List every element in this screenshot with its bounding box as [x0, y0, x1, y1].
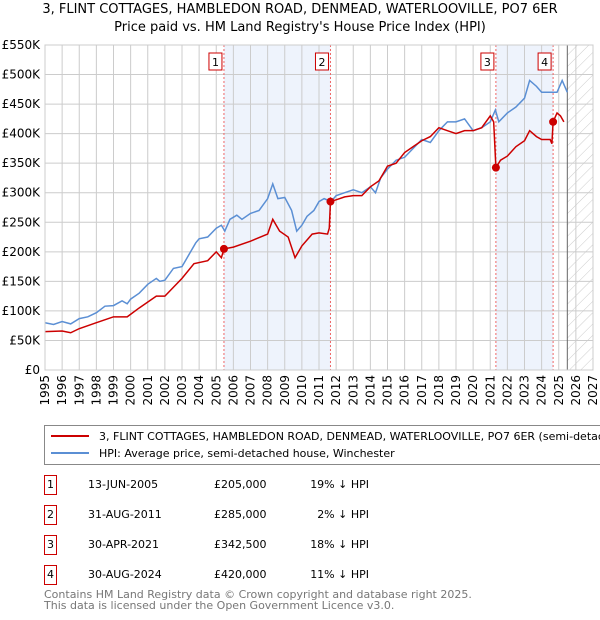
x-tick-label: 2021: [483, 375, 497, 406]
y-tick-label: £0: [25, 363, 40, 377]
sale-label: 2: [318, 56, 325, 69]
legend-swatch-blue: [51, 452, 89, 454]
x-tick-label: 1995: [38, 375, 52, 406]
x-tick-label: 2007: [244, 375, 258, 406]
sale-point: [219, 244, 228, 253]
x-tick-label: 2020: [466, 375, 480, 406]
x-tick-label: 1996: [55, 375, 69, 406]
sale-label-box: [537, 52, 552, 71]
sale-price: £420,000: [214, 568, 267, 581]
sale-label-box: [480, 52, 495, 71]
x-tick-label: 1999: [107, 375, 121, 406]
footer-line: This data is licensed under the Open Gov…: [44, 599, 395, 612]
sale-point: [491, 163, 500, 172]
y-tick-label: £300K: [2, 186, 42, 200]
x-tick-label: 2022: [500, 375, 514, 406]
forecast-hatch: [567, 45, 593, 370]
x-tick-label: 1998: [89, 375, 103, 406]
x-tick-label: 2005: [209, 375, 223, 406]
sale-label: 3: [484, 56, 491, 69]
x-tick-label: 2004: [192, 375, 206, 406]
sale-label-box: [314, 52, 329, 71]
sale-marker-badge: 4: [44, 565, 57, 585]
legend-item-hpi: HPI: Average price, semi-detached house,…: [51, 445, 395, 461]
footer: Contains HM Land Registry data © Crown c…: [44, 589, 472, 611]
x-tick-label: 2014: [363, 375, 377, 406]
sale-price: £205,000: [214, 478, 267, 491]
x-tick-label: 2017: [415, 375, 429, 406]
y-tick-label: £100K: [2, 304, 42, 318]
x-tick-label: 2016: [398, 375, 412, 406]
x-tick-label: 2025: [552, 375, 566, 406]
x-tick-label: 2013: [346, 375, 360, 406]
x-tick-label: 1997: [72, 375, 86, 406]
sale-hpi-diff: 2% ↓ HPI: [317, 508, 369, 521]
sale-hpi-diff: 18% ↓ HPI: [310, 538, 369, 551]
x-tick-label: 2015: [381, 375, 395, 406]
y-tick-label: £500K: [2, 68, 42, 82]
chart-subtitle: Price paid vs. HM Land Registry's House …: [114, 20, 486, 35]
sale-marker-badge: 3: [44, 535, 57, 555]
price-chart: 1995 1996 1997 1998 1999 2000 2001 2002 2003 2004…: [2, 38, 600, 406]
y-tick-label: £150K: [2, 274, 42, 288]
footer-line: Contains HM Land Registry data © Crown c…: [44, 588, 472, 601]
sale-price: £285,000: [214, 508, 267, 521]
x-tick-label: 2024: [535, 375, 549, 406]
x-tick-label: 2006: [226, 375, 240, 406]
y-tick-label: £250K: [2, 215, 42, 229]
x-tick-label: 2019: [449, 375, 463, 406]
x-tick-label: 2009: [278, 375, 292, 406]
y-tick-label: £400K: [2, 127, 42, 141]
x-tick-label: 2000: [124, 375, 138, 406]
x-tick-label: 2027: [586, 375, 600, 406]
legend-label: 3, FLINT COTTAGES, HAMBLEDON ROAD, DENME…: [99, 429, 600, 443]
sale-hpi-diff: 11% ↓ HPI: [310, 568, 369, 581]
x-tick-label: 2011: [312, 375, 326, 406]
y-tick-label: £350K: [2, 156, 42, 170]
sale-date: 30-APR-2021: [88, 538, 160, 551]
x-tick-label: 2008: [261, 375, 275, 406]
sale-hpi-diff: 19% ↓ HPI: [310, 478, 369, 491]
sale-date: 31-AUG-2011: [88, 508, 162, 521]
sale-point: [549, 117, 558, 126]
legend: 3, FLINT COTTAGES, HAMBLEDON ROAD, DENME…: [44, 425, 600, 465]
x-tick-label: 2023: [518, 375, 532, 406]
sale-date: 13-JUN-2005: [88, 478, 159, 491]
x-tick-label: 2002: [158, 375, 172, 406]
sale-price: £342,500: [214, 538, 267, 551]
y-tick-label: £200K: [2, 245, 42, 259]
x-tick-label: 2001: [141, 375, 155, 406]
sale-point: [326, 197, 335, 206]
sale-label: 1: [212, 56, 219, 69]
x-tick-label: 2012: [329, 375, 343, 406]
legend-item-property: 3, FLINT COTTAGES, HAMBLEDON ROAD, DENME…: [51, 428, 600, 444]
series-line: [44, 111, 565, 334]
sale-date: 30-AUG-2024: [88, 568, 162, 581]
y-tick-label: £450K: [2, 97, 42, 111]
sale-label: 4: [541, 56, 548, 69]
x-tick-label: 2018: [432, 375, 446, 406]
chart-title: 3, FLINT COTTAGES, HAMBLEDON ROAD, DENME…: [42, 2, 558, 17]
y-tick-label: £50K: [9, 333, 41, 347]
legend-label: HPI: Average price, semi-detached house,…: [99, 446, 395, 460]
sale-marker-badge: 1: [44, 475, 57, 495]
x-tick-label: 2026: [569, 375, 583, 406]
plot-frame: [44, 44, 594, 371]
sale-marker-badge: 2: [44, 505, 57, 525]
sale-label-box: [208, 52, 223, 71]
legend-swatch-red: [51, 435, 89, 437]
x-tick-label: 2003: [175, 375, 189, 406]
y-tick-label: £550K: [2, 38, 42, 52]
x-tick-label: 2010: [295, 375, 309, 406]
shaded-period: [223, 45, 331, 370]
series-line: [44, 78, 569, 326]
